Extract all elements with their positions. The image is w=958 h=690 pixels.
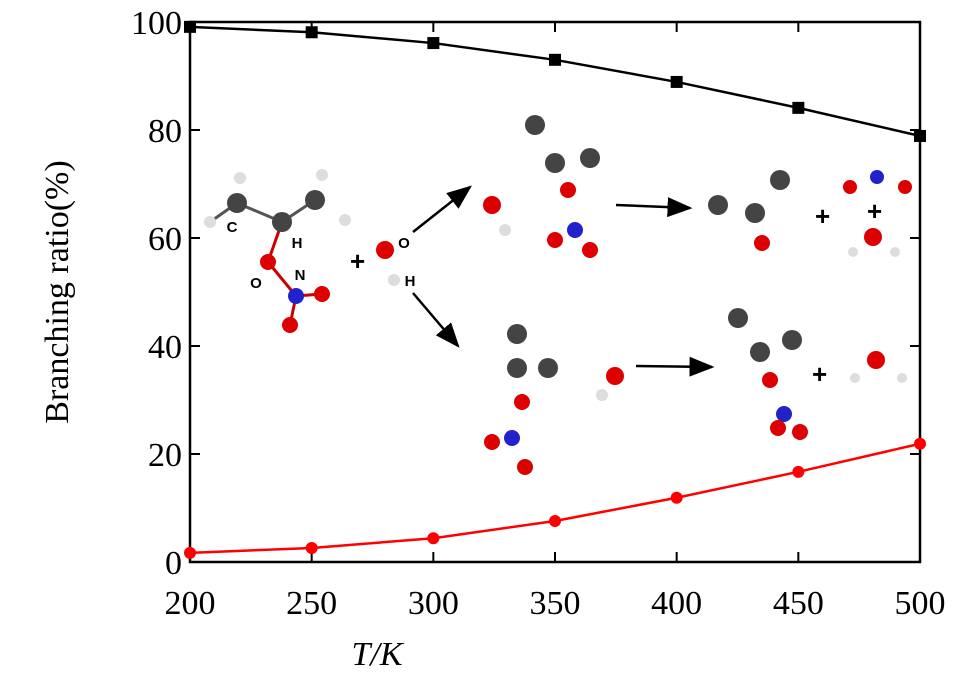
y-axis-label: Branching ratio(%) — [39, 160, 76, 423]
reaction-arrows — [412, 185, 715, 377]
data-point — [549, 514, 561, 527]
plus-signs: + + + + — [350, 196, 882, 389]
y-tick-label: 0 — [165, 545, 182, 582]
data-point — [305, 26, 318, 39]
data-point — [305, 541, 318, 554]
data-point — [914, 437, 926, 450]
x-axis-label: T/K — [351, 636, 404, 673]
y-tick-label: 80 — [148, 113, 182, 150]
data-point — [670, 75, 683, 88]
atom-label: H — [405, 273, 416, 290]
plot-frame — [188, 20, 922, 564]
data-point — [792, 101, 805, 114]
data-point — [914, 129, 926, 142]
y-tick-label: 100 — [131, 5, 182, 42]
data-point — [427, 37, 440, 50]
x-tick-label: 450 — [773, 585, 824, 622]
data-point — [549, 53, 561, 66]
series-line — [189, 442, 921, 555]
x-tick-label: 250 — [286, 585, 337, 622]
svg-text:+: + — [867, 196, 882, 226]
x-tick-label: 350 — [530, 585, 581, 622]
svg-text:+: + — [815, 201, 830, 231]
y-tick-label: 60 — [148, 221, 182, 258]
atom-label: C — [227, 219, 238, 236]
data-point — [670, 491, 683, 504]
x-tick-label: 400 — [651, 585, 702, 622]
svg-text:+: + — [812, 359, 827, 389]
data-point — [184, 546, 196, 559]
atom-label: O — [250, 275, 262, 292]
svg-text:+: + — [350, 246, 365, 276]
data-point — [184, 20, 196, 33]
y-tick-label: 40 — [148, 329, 182, 366]
atom-label: O — [398, 235, 410, 252]
y-tick-label: 20 — [148, 437, 182, 474]
x-tick-label: 200 — [165, 585, 216, 622]
data-point — [427, 532, 440, 545]
molecule-illustration — [204, 115, 912, 475]
x-tick-label: 500 — [895, 585, 946, 622]
atom-label: H — [292, 235, 303, 252]
series-line — [189, 25, 921, 138]
atom-label: N — [295, 267, 306, 284]
x-tick-label: 300 — [408, 585, 459, 622]
data-point — [792, 465, 805, 478]
